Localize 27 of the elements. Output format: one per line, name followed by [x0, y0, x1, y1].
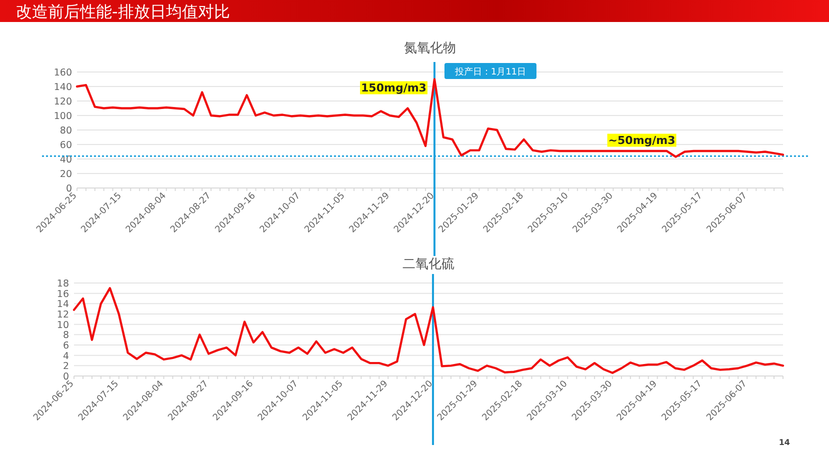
chart-title: 氮氧化物 [404, 41, 456, 56]
annotation: ~50mg/m3 [608, 134, 676, 147]
annotation: 150mg/m3 [361, 81, 426, 94]
y-tick-label: 140 [54, 82, 72, 93]
ref-line-label: 投产日：1月11日 [454, 66, 526, 78]
y-tick-label: 10 [56, 320, 69, 331]
y-tick-label: 120 [54, 96, 72, 108]
y-tick-label: 8 [62, 330, 69, 342]
y-tick-label: 4 [62, 350, 69, 362]
y-tick-label: 20 [60, 169, 72, 180]
y-tick-label: 6 [62, 340, 69, 352]
line-series [76, 78, 784, 158]
y-tick-label: 160 [54, 68, 72, 78]
y-tick-label: 0 [62, 372, 69, 382]
y-tick-label: 60 [60, 140, 72, 151]
y-tick-label: 14 [56, 299, 69, 310]
y-tick-label: 100 [54, 111, 72, 122]
y-tick-label: 16 [56, 288, 69, 300]
text: 改造前后性能-排放日均值对比 [16, 2, 230, 21]
y-tick-label: 12 [56, 310, 69, 320]
y-tick-label: 18 [56, 278, 69, 290]
y-tick-label: 80 [60, 126, 72, 136]
y-tick-label: 0 [66, 184, 72, 194]
line-series [72, 287, 784, 374]
text: 14 [778, 438, 790, 447]
y-tick-label: 2 [62, 361, 69, 372]
chart-title: 二氧化硫 [402, 257, 454, 272]
